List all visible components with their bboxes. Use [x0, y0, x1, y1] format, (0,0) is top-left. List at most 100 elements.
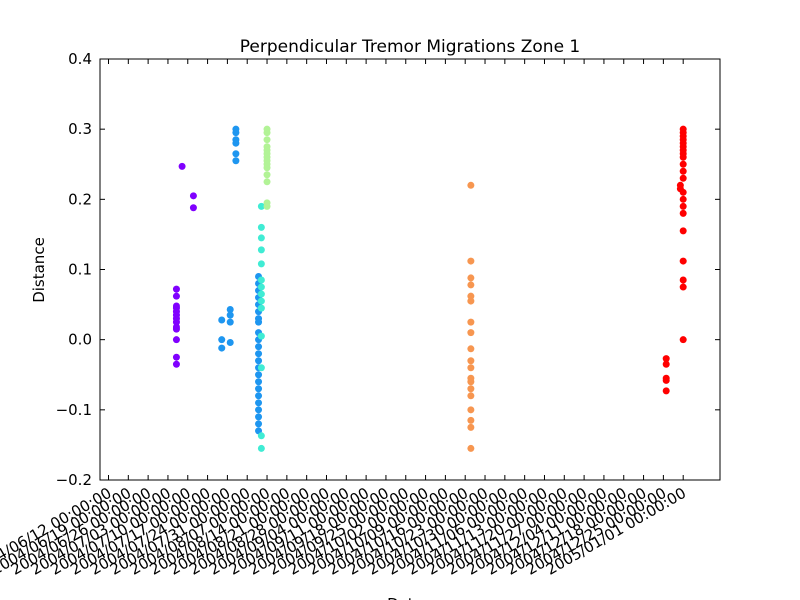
data-point: [257, 260, 265, 268]
data-point: [172, 285, 180, 293]
data-point: [232, 139, 240, 147]
y-tick-label: −0.2: [56, 471, 92, 489]
data-point: [662, 360, 670, 368]
data-point: [232, 129, 240, 137]
y-tick-label: 0.1: [68, 261, 92, 279]
data-point: [467, 318, 475, 326]
data-point: [189, 204, 197, 212]
y-tick-label: 0.4: [68, 50, 92, 68]
data-point: [467, 416, 475, 424]
data-point: [172, 336, 180, 344]
data-point: [257, 246, 265, 254]
data-point: [172, 353, 180, 361]
data-point: [257, 297, 265, 305]
data-point: [226, 318, 234, 326]
data-point: [257, 234, 265, 242]
data-point: [679, 209, 687, 217]
data-point: [467, 297, 475, 305]
data-point: [178, 162, 186, 170]
data-point: [257, 364, 265, 372]
data-point: [255, 399, 263, 407]
data-point: [467, 364, 475, 372]
data-point: [263, 150, 271, 158]
data-point: [679, 336, 687, 344]
data-point: [255, 413, 263, 421]
data-point: [467, 274, 475, 282]
data-point: [679, 167, 687, 175]
data-point: [467, 406, 475, 414]
data-point: [679, 174, 687, 182]
data-point: [257, 332, 265, 340]
data-point: [226, 311, 234, 319]
data-point: [263, 164, 271, 172]
data-point: [257, 276, 265, 284]
data-point: [467, 392, 475, 400]
data-point: [255, 350, 263, 358]
data-point: [467, 444, 475, 452]
data-point: [257, 304, 265, 312]
data-point: [255, 392, 263, 400]
data-point: [255, 343, 263, 351]
data-point: [257, 444, 265, 452]
data-point: [255, 318, 263, 326]
data-point: [172, 318, 180, 326]
data-point: [467, 292, 475, 300]
data-point: [467, 378, 475, 386]
data-point: [172, 325, 180, 333]
data-point: [189, 192, 197, 200]
y-tick-label: −0.1: [56, 401, 92, 419]
y-axis-label: Distance: [30, 237, 48, 303]
data-point: [218, 316, 226, 324]
y-tick-label: 0.2: [68, 190, 92, 208]
data-point: [679, 188, 687, 196]
data-point: [255, 385, 263, 393]
data-point: [679, 257, 687, 265]
data-point: [255, 371, 263, 379]
y-tick-label: 0.0: [68, 331, 92, 349]
data-point: [679, 276, 687, 284]
data-point: [263, 129, 271, 137]
data-point: [218, 344, 226, 352]
data-point: [172, 360, 180, 368]
data-point: [467, 345, 475, 353]
data-point: [467, 329, 475, 337]
data-point: [662, 387, 670, 395]
chart-title: Perpendicular Tremor Migrations Zone 1: [240, 37, 581, 57]
x-axis-label: Date: [387, 595, 423, 600]
y-tick-label: 0.3: [68, 120, 92, 138]
data-point: [257, 283, 265, 291]
data-point: [679, 160, 687, 168]
data-point: [257, 223, 265, 231]
data-point: [679, 202, 687, 210]
data-point: [255, 420, 263, 428]
data-point: [467, 423, 475, 431]
data-point: [662, 376, 670, 384]
data-point: [467, 281, 475, 289]
data-point: [467, 357, 475, 365]
data-point: [679, 153, 687, 161]
data-point: [232, 157, 240, 165]
data-point: [263, 171, 271, 179]
data-point: [257, 202, 265, 210]
data-point: [467, 385, 475, 393]
data-point: [467, 181, 475, 189]
data-point: [255, 406, 263, 414]
data-point: [679, 227, 687, 235]
data-point: [662, 355, 670, 363]
data-point: [255, 378, 263, 386]
data-point: [263, 202, 271, 210]
data-point: [679, 283, 687, 291]
data-point: [679, 195, 687, 203]
data-point: [467, 257, 475, 265]
data-point: [172, 292, 180, 300]
data-point: [232, 150, 240, 158]
data-point: [218, 336, 226, 344]
data-point: [226, 338, 234, 346]
plot-frame: [99, 58, 721, 481]
data-point: [263, 178, 271, 186]
data-point: [257, 432, 265, 440]
data-point: [226, 305, 234, 313]
data-point: [255, 357, 263, 365]
